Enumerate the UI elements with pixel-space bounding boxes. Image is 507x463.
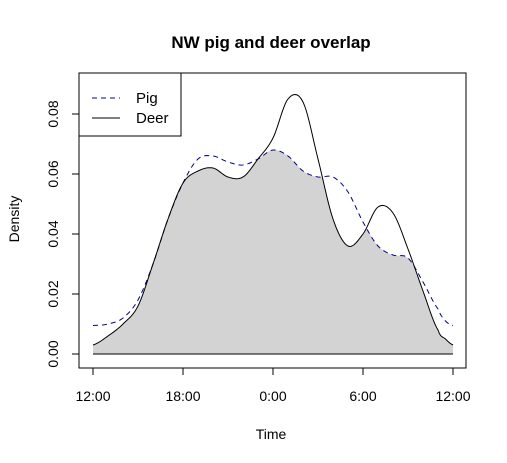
y-tick-label: 0.04 (45, 220, 61, 247)
x-axis-label: Time (256, 426, 287, 442)
y-tick-label: 0.02 (45, 280, 61, 307)
x-axis: 12:00 18:00 0:00 6:00 12:00 (75, 367, 471, 404)
y-tick-label: 0.06 (45, 160, 61, 187)
x-tick-label: 0:00 (259, 388, 286, 404)
x-tick-label: 6:00 (349, 388, 376, 404)
y-tick-label: 0.00 (45, 340, 61, 367)
series-line-deer (92, 93, 454, 346)
x-tick-label: 12:00 (435, 388, 470, 404)
legend-box (78, 72, 182, 137)
y-axis-label: Density (6, 196, 22, 243)
overlap-area (93, 149, 453, 354)
plot-layer (92, 93, 454, 355)
legend-label-deer: Deer (136, 110, 169, 127)
x-tick-label: 12:00 (75, 388, 110, 404)
chart-title: NW pig and deer overlap (171, 33, 370, 52)
x-tick-label: 18:00 (165, 388, 200, 404)
legend-label-pig: Pig (136, 90, 158, 107)
y-axis: 0.00 0.02 0.04 0.06 0.08 (45, 100, 80, 368)
y-tick-label: 0.08 (45, 100, 61, 127)
legend: Pig Deer (78, 72, 182, 137)
